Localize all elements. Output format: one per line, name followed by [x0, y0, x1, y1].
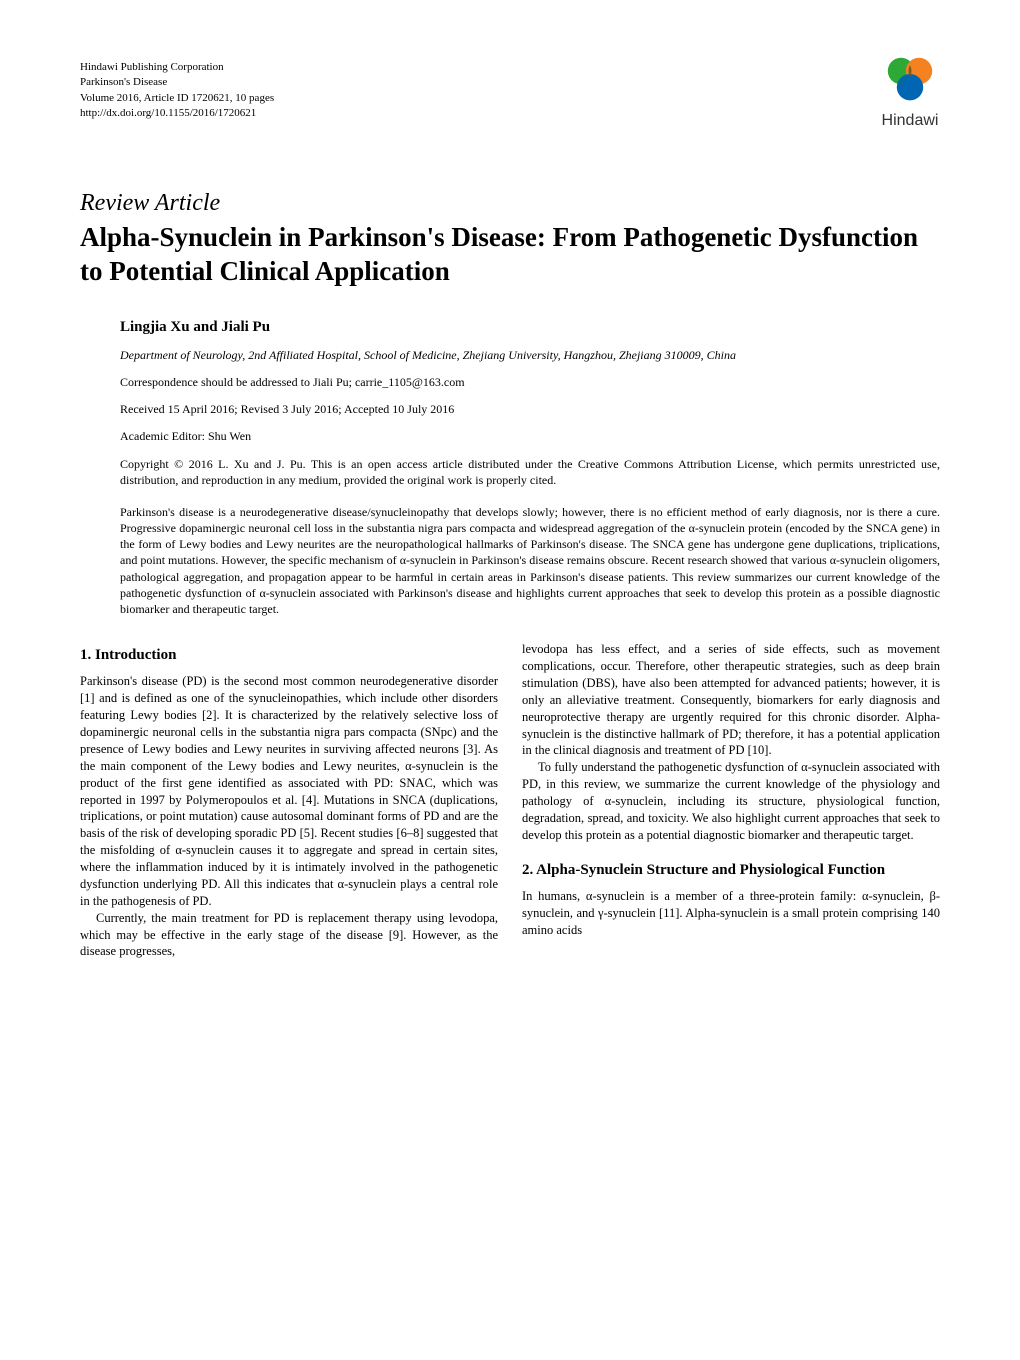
body-columns: 1. Introduction Parkinson's disease (PD)…	[80, 641, 940, 960]
academic-editor: Academic Editor: Shu Wen	[120, 429, 940, 444]
section-2-paragraph-1: In humans, α-synuclein is a member of a …	[522, 888, 940, 939]
page-header: Hindawi Publishing Corporation Parkinson…	[80, 60, 940, 130]
correspondence: Correspondence should be addressed to Ji…	[120, 375, 940, 390]
section-1-paragraph-1: Parkinson's disease (PD) is the second m…	[80, 673, 498, 909]
copyright-notice: Copyright © 2016 L. Xu and J. Pu. This i…	[120, 456, 940, 488]
section-1-continuation-2: To fully understand the pathogenetic dys…	[522, 759, 940, 843]
article-type: Review Article	[80, 190, 940, 217]
hindawi-logo-icon	[880, 50, 940, 110]
section-1-heading: 1. Introduction	[80, 645, 498, 665]
article-title: Alpha-Synuclein in Parkinson's Disease: …	[80, 221, 940, 289]
right-column: levodopa has less effect, and a series o…	[522, 641, 940, 960]
section-1-continuation-1: levodopa has less effect, and a series o…	[522, 641, 940, 759]
section-2-heading: 2. Alpha-Synuclein Structure and Physiol…	[522, 860, 940, 880]
left-column: 1. Introduction Parkinson's disease (PD)…	[80, 641, 498, 960]
publisher-logo: Hindawi	[880, 50, 940, 130]
authors: Lingjia Xu and Jiali Pu	[120, 319, 940, 336]
section-1-paragraph-2: Currently, the main treatment for PD is …	[80, 910, 498, 961]
manuscript-dates: Received 15 April 2016; Revised 3 July 2…	[120, 402, 940, 417]
publication-info: Hindawi Publishing Corporation Parkinson…	[80, 60, 274, 122]
publisher-logo-text: Hindawi	[882, 112, 939, 130]
doi-link: http://dx.doi.org/10.1155/2016/1720621	[80, 106, 274, 121]
publisher-name: Hindawi Publishing Corporation	[80, 60, 274, 75]
abstract-text: Parkinson's disease is a neurodegenerati…	[120, 504, 940, 617]
volume-info: Volume 2016, Article ID 1720621, 10 page…	[80, 91, 274, 106]
journal-name: Parkinson's Disease	[80, 75, 274, 90]
affiliation: Department of Neurology, 2nd Affiliated …	[120, 348, 940, 363]
